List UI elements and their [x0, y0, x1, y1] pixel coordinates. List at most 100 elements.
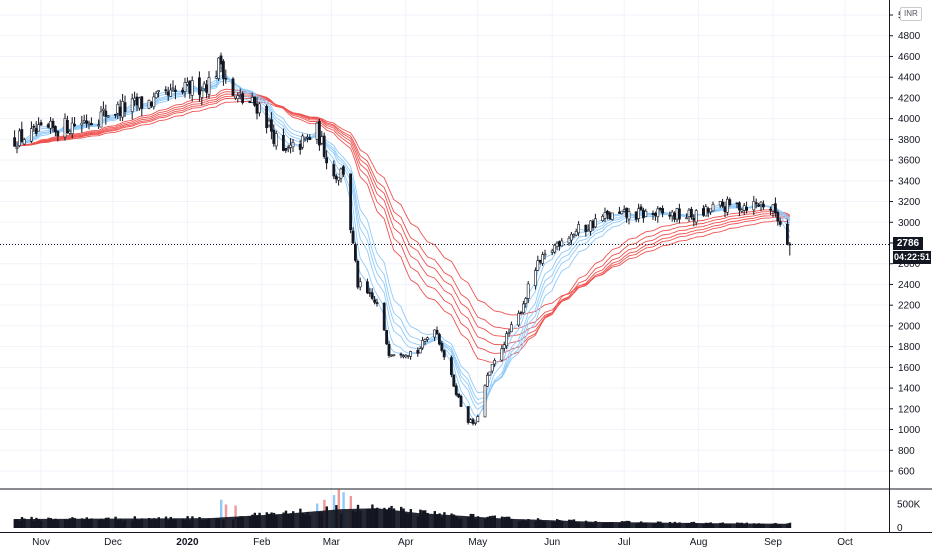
- candle-body: [224, 77, 228, 80]
- candle-body: [418, 348, 422, 354]
- candle-body: [154, 92, 158, 99]
- candle-body: [668, 214, 672, 217]
- candle-body: [267, 120, 271, 126]
- candle-body: [469, 419, 473, 423]
- candle-body: [651, 212, 655, 215]
- candle-body: [286, 147, 290, 150]
- candle-body: [435, 329, 439, 335]
- candle-body: [785, 223, 789, 245]
- candle-body: [17, 130, 21, 147]
- price-tick-label: 1000: [898, 425, 921, 436]
- candle-body: [399, 353, 403, 356]
- candle-body: [32, 126, 36, 128]
- candle-body: [308, 137, 312, 140]
- candle-body: [658, 207, 662, 210]
- candle-body: [473, 421, 477, 424]
- candle-body: [454, 385, 458, 395]
- candle-body: [476, 416, 480, 422]
- candle-body: [339, 168, 343, 179]
- ema-long-40: [14, 93, 791, 346]
- candle-body: [152, 96, 156, 108]
- candle-body: [298, 143, 302, 150]
- time-tick-label: Feb: [253, 537, 271, 548]
- candle-body: [603, 212, 607, 219]
- price-tick-label: 2600: [898, 259, 921, 270]
- candle-body: [745, 206, 749, 211]
- price-tick-label: 4400: [898, 73, 921, 84]
- candle-body: [637, 208, 641, 219]
- time-axis: Nov Dec 2020 Feb Mar Apr May Jun Jul Aug Sep Oct: [32, 537, 853, 548]
- candle-body: [370, 292, 374, 299]
- candle-body: [761, 203, 765, 208]
- candle-body: [752, 201, 756, 211]
- candle-body: [22, 139, 26, 145]
- candle-body: [188, 80, 192, 94]
- candle-body: [709, 208, 713, 213]
- candle-body: [387, 343, 391, 356]
- bar-countdown-label: 04:22:51: [893, 251, 931, 264]
- candle-body: [73, 123, 77, 126]
- candle-body: [493, 360, 497, 365]
- volume-tick-label: 0: [897, 523, 903, 534]
- candle-body: [255, 103, 259, 114]
- candle-body: [601, 216, 605, 222]
- candle-body: [728, 199, 732, 205]
- candle-body: [385, 330, 389, 345]
- candle-body: [759, 201, 763, 205]
- price-tick-label: 2400: [898, 280, 921, 291]
- candle-body: [320, 136, 324, 144]
- candle-body: [99, 111, 103, 128]
- candle-body: [437, 334, 441, 345]
- candle-body: [773, 203, 777, 214]
- candle-body: [723, 206, 727, 213]
- volume-pane: [13, 489, 792, 528]
- candle-body: [689, 208, 693, 218]
- candle-body: [147, 99, 151, 109]
- currency-badge[interactable]: INR: [900, 7, 922, 21]
- candle-body: [526, 283, 530, 299]
- candle-body: [231, 78, 235, 96]
- candle-body: [222, 61, 225, 79]
- candlestick-series: [13, 52, 792, 426]
- candle-body: [281, 134, 285, 151]
- candle-body: [634, 211, 638, 220]
- candle-body: [133, 97, 137, 101]
- candle-body: [737, 202, 741, 211]
- price-tick-label: 3000: [898, 218, 921, 229]
- candle-body: [543, 253, 547, 256]
- price-tick-label: 1200: [898, 404, 921, 415]
- candle-body: [150, 101, 153, 106]
- candle-body: [701, 208, 705, 216]
- candle-body: [200, 90, 204, 98]
- price-tick-label: 600: [898, 467, 915, 478]
- candle-body: [718, 201, 722, 206]
- candle-body: [459, 395, 463, 407]
- candle-body: [577, 224, 581, 234]
- candle-body: [202, 83, 206, 90]
- candle-body: [236, 95, 240, 100]
- candle-body: [584, 224, 588, 232]
- candle-body: [375, 302, 379, 304]
- candle-body: [677, 208, 681, 220]
- candle-body: [389, 354, 393, 357]
- candle-body: [301, 135, 305, 148]
- candle-body: [771, 204, 775, 212]
- candle-body: [49, 120, 53, 129]
- candle-body: [29, 128, 33, 142]
- ema-long-35: [14, 91, 791, 354]
- candle-body: [114, 113, 117, 116]
- volume-bar: [337, 489, 340, 528]
- candle-body: [315, 122, 319, 140]
- volume-bar: [788, 522, 792, 528]
- candle-body: [466, 406, 470, 423]
- price-tick-label: 3600: [898, 156, 921, 167]
- grid: [0, 0, 932, 533]
- candle-body: [68, 131, 72, 134]
- candle-body: [488, 371, 492, 376]
- time-tick-label: Jul: [618, 537, 631, 548]
- candle-body: [569, 233, 573, 241]
- candle-body: [457, 393, 461, 398]
- candle-body: [704, 206, 708, 217]
- candle-body: [673, 212, 677, 220]
